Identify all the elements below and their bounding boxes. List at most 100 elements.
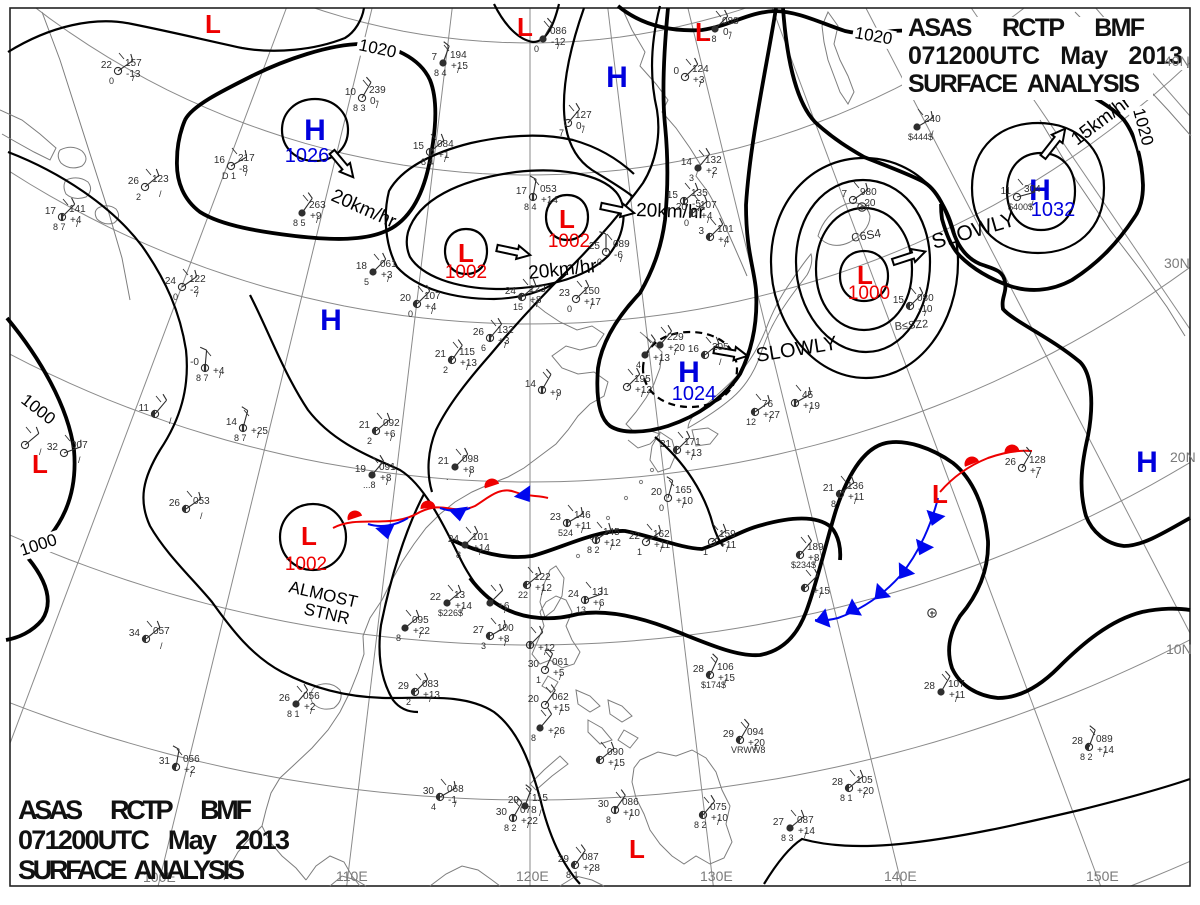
svg-text:1026: 1026 [285, 145, 330, 167]
svg-text:8 1: 8 1 [287, 709, 300, 719]
svg-text:146: 146 [574, 510, 591, 521]
svg-text:23: 23 [559, 288, 571, 299]
svg-text:/: / [724, 677, 727, 687]
svg-text:159: 159 [719, 529, 736, 540]
svg-text:/: / [431, 306, 434, 316]
svg-text:4: 4 [431, 802, 436, 812]
svg-text:0-: 0- [723, 27, 732, 38]
svg-text:068: 068 [447, 784, 464, 795]
svg-text:/: / [190, 769, 193, 779]
svg-text:/: / [660, 544, 663, 554]
svg-text:28: 28 [832, 777, 844, 788]
svg-text:107: 107 [700, 200, 717, 211]
svg-text:/: / [444, 154, 447, 164]
svg-text:062: 062 [552, 692, 569, 703]
svg-text:2: 2 [443, 365, 448, 375]
svg-text:+19: +19 [803, 401, 820, 412]
svg-text:/: / [1103, 749, 1106, 759]
svg-text:26: 26 [473, 327, 485, 338]
svg-text:229: 229 [667, 332, 684, 343]
svg-text:10: 10 [345, 87, 357, 98]
svg-text:29: 29 [723, 729, 735, 740]
svg-text:053: 053 [193, 496, 210, 507]
svg-text:+6: +6 [384, 429, 396, 440]
svg-text:/: / [547, 199, 550, 209]
svg-text:/: / [699, 79, 702, 89]
svg-text:+6: +6 [498, 601, 510, 612]
svg-text:+14: +14 [798, 826, 815, 837]
svg-text:128: 128 [1029, 455, 1046, 466]
svg-text:21: 21 [359, 420, 371, 431]
svg-text:/: / [160, 641, 163, 651]
svg-text:056: 056 [303, 691, 320, 702]
svg-text:/: / [754, 742, 757, 752]
svg-text:-8: -8 [239, 164, 248, 175]
svg-text:8 2: 8 2 [1080, 752, 1093, 762]
svg-text:+14: +14 [473, 543, 490, 554]
svg-text:+15: +15 [718, 673, 735, 684]
svg-text:0: 0 [109, 76, 114, 86]
svg-text:100: 100 [497, 623, 514, 634]
svg-text:217: 217 [238, 153, 255, 164]
svg-text:/: / [539, 808, 542, 818]
svg-text:-13: -13 [126, 69, 141, 80]
svg-text:L: L [629, 834, 645, 864]
svg-text:/: / [682, 500, 685, 510]
svg-text:/: / [557, 41, 560, 51]
svg-text:240: 240 [924, 114, 941, 125]
svg-text:-1: -1 [448, 795, 457, 806]
svg-text:8: 8 [456, 550, 461, 560]
svg-text:15: 15 [413, 141, 425, 152]
svg-text:L: L [458, 238, 474, 268]
svg-text:+13: +13 [423, 690, 440, 701]
svg-text:+12: +12 [604, 538, 621, 549]
svg-text:+12: +12 [535, 583, 552, 594]
svg-text:8 3: 8 3 [353, 103, 366, 113]
svg-text:162: 162 [653, 529, 670, 540]
svg-text:053: 053 [540, 184, 557, 195]
svg-text:150E: 150E [1086, 868, 1119, 884]
svg-text:123: 123 [529, 284, 546, 295]
svg-text:/: / [479, 547, 482, 557]
svg-text:+2: +2 [304, 702, 316, 713]
svg-text:/: / [724, 239, 727, 249]
svg-text:-6: -6 [614, 250, 623, 261]
svg-text:ASAS RCTP BMF: ASAS RCTP BMF [908, 14, 1145, 42]
svg-text:/: / [717, 817, 720, 827]
svg-text:+3: +3 [498, 336, 510, 347]
svg-text:29: 29 [398, 681, 410, 692]
svg-text:+8: +8 [530, 295, 542, 306]
svg-text:061: 061 [552, 657, 569, 668]
svg-text:/: / [559, 672, 562, 682]
svg-text:/: / [504, 605, 507, 615]
svg-text:+7: +7 [1030, 466, 1042, 477]
svg-text:20: 20 [400, 293, 412, 304]
svg-text:8 4: 8 4 [434, 68, 447, 78]
svg-text:15: 15 [513, 302, 523, 312]
svg-text:+4: +4 [213, 366, 225, 377]
svg-text:/: / [729, 31, 732, 41]
svg-text:-20: -20 [861, 198, 876, 209]
svg-text:+13: +13 [460, 358, 477, 369]
svg-text:524: 524 [558, 528, 573, 538]
svg-text:L: L [517, 12, 533, 42]
svg-text:/: / [769, 414, 772, 424]
svg-text:-12: -12 [551, 37, 566, 48]
svg-text:L: L [857, 260, 873, 290]
svg-text:8: 8 [831, 499, 836, 509]
svg-text:1002: 1002 [285, 554, 327, 575]
svg-text:7: 7 [841, 189, 847, 200]
svg-text:239: 239 [369, 85, 386, 96]
svg-text:980: 980 [860, 187, 877, 198]
svg-text:20N: 20N [1170, 449, 1196, 465]
svg-text:...8: ...8 [363, 480, 376, 490]
svg-text:165: 165 [675, 485, 692, 496]
svg-text:L: L [695, 17, 711, 47]
svg-text:$174$: $174$ [701, 680, 726, 690]
svg-text:+15: +15 [451, 61, 468, 72]
svg-text:092: 092 [383, 418, 400, 429]
svg-text:8: 8 [531, 733, 536, 743]
svg-text:/: / [581, 525, 584, 535]
svg-text:141: 141 [69, 204, 86, 215]
svg-text:11: 11 [139, 403, 150, 414]
